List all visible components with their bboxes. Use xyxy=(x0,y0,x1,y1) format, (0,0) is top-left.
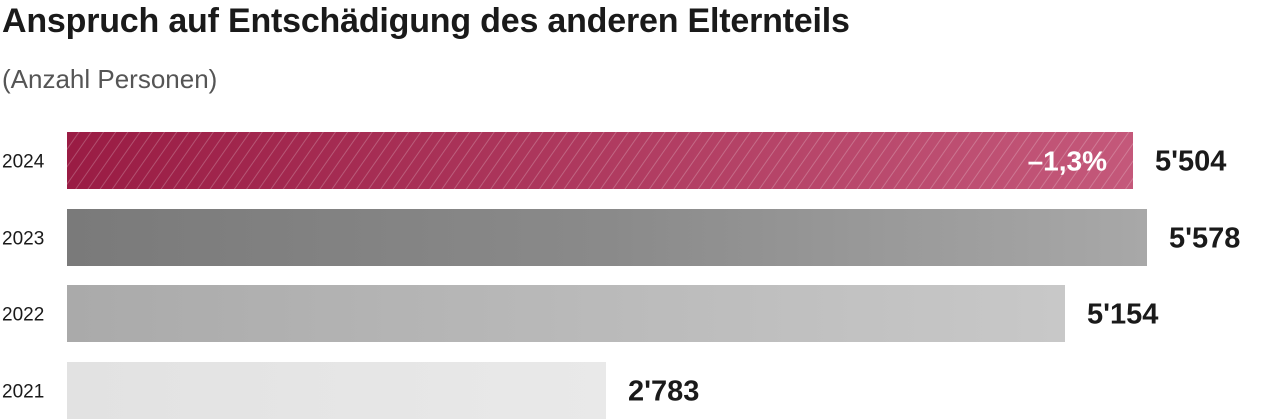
year-label-2023: 2023 xyxy=(2,229,44,250)
value-label-2021: 2'783 xyxy=(628,376,699,408)
value-label-2024: 5'504 xyxy=(1155,146,1226,178)
value-label-2023: 5'578 xyxy=(1169,223,1240,255)
value-label-2022: 5'154 xyxy=(1087,299,1158,331)
chart-subtitle: (Anzahl Personen) xyxy=(2,64,218,94)
change-label-2024: –1,3% xyxy=(1028,146,1107,177)
bar-2021 xyxy=(67,362,606,419)
bar-2023 xyxy=(67,209,1147,266)
year-label-2024: 2024 xyxy=(2,152,45,173)
bar-2022 xyxy=(67,285,1065,342)
chart-title: Anspruch auf Entschädigung des anderen E… xyxy=(2,2,850,40)
year-label-2022: 2022 xyxy=(2,305,44,326)
bar-hatch-2024 xyxy=(67,132,1133,189)
year-label-2021: 2021 xyxy=(2,382,44,403)
